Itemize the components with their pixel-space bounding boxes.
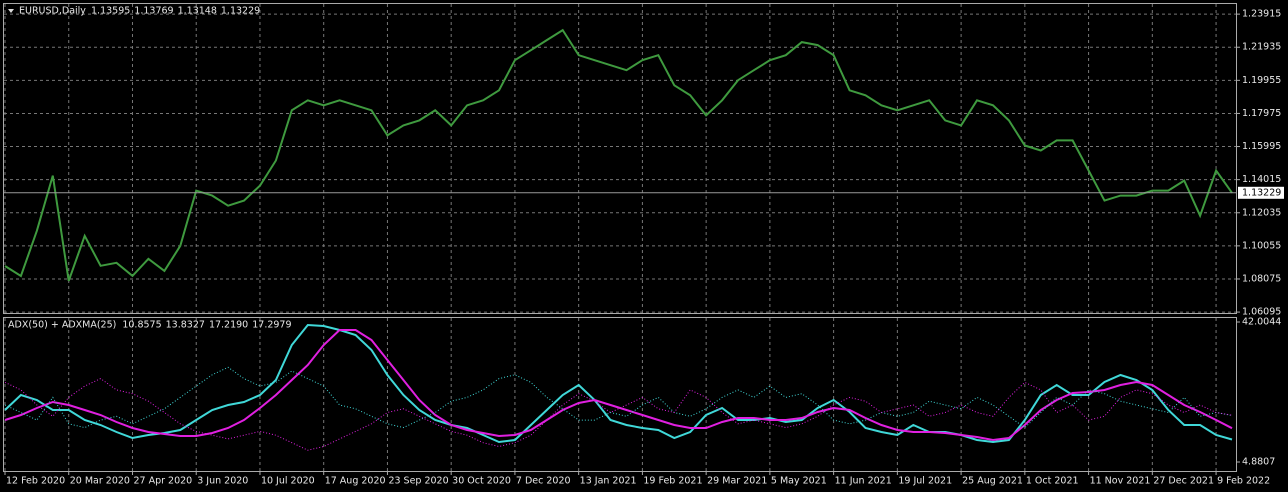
price-label: 1.13229 [1242, 187, 1281, 198]
x-tick-label: 1 Oct 2021 [1026, 476, 1079, 487]
x-tick-label: 5 May 2021 [771, 476, 827, 487]
x-tick-label: 27 Dec 2021 [1153, 476, 1214, 487]
ohlc-value: 1.13148 [178, 6, 217, 17]
x-tick-label: 25 Aug 2021 [962, 476, 1023, 487]
x-tick-label: 19 Jul 2021 [898, 476, 952, 487]
x-tick-label: 11 Jun 2021 [835, 476, 892, 487]
x-tick-label: 27 Apr 2020 [133, 476, 192, 487]
data-line [4, 329, 1233, 442]
labels: EURUSD,Daily ADX(50) + ADXMA(25) 1.13595… [6, 6, 1281, 487]
data-line [4, 323, 1233, 444]
marks [4, 28, 1284, 451]
price-box [1238, 186, 1284, 199]
y-tick-label: 1.12035 [1242, 207, 1281, 218]
data-line [4, 28, 1233, 282]
y-tick-label: 1.15995 [1242, 141, 1281, 152]
grid [4, 4, 1240, 475]
x-tick-label: 12 Feb 2020 [6, 476, 65, 487]
x-tick-label: 30 Oct 2020 [452, 476, 511, 487]
indicator-reading: 13.8327 [166, 320, 205, 331]
x-tick-label: 10 Jul 2020 [261, 476, 315, 487]
ohlc-value: 1.13769 [134, 6, 173, 17]
x-tick-label: 17 Aug 2020 [325, 476, 386, 487]
y-tick-label: 1.14015 [1242, 174, 1281, 185]
y-tick-label: 1.08075 [1242, 273, 1281, 284]
indicator-panel [3, 317, 1237, 472]
symbol-title: EURUSD,Daily [19, 6, 86, 17]
x-tick-label: 7 Dec 2020 [516, 476, 571, 487]
indicator-reading: 17.2979 [252, 320, 291, 331]
ohlc-value: 1.13595 [91, 6, 130, 17]
y-tick-label: 1.23915 [1242, 9, 1281, 20]
indicator-line-dotted [4, 366, 1233, 429]
x-tick-label: 13 Jan 2021 [580, 476, 637, 487]
x-tick-label: 20 Mar 2020 [70, 476, 130, 487]
x-tick-label: 9 Feb 2022 [1217, 476, 1270, 487]
y-tick-label: 42.0044 [1242, 317, 1281, 328]
y-tick-label: 4.8807 [1242, 457, 1275, 468]
collapse-arrow[interactable] [8, 9, 14, 13]
y-tick-label: 1.10055 [1242, 240, 1281, 251]
x-tick-label: 19 Feb 2021 [643, 476, 702, 487]
x-tick-label: 11 Nov 2021 [1090, 476, 1151, 487]
y-tick-label: 1.19955 [1242, 75, 1281, 86]
indicator-reading: 10.8575 [122, 320, 161, 331]
x-tick-label: 3 Jun 2020 [197, 476, 248, 487]
main-panel [3, 3, 1237, 314]
y-tick-label: 1.21935 [1242, 42, 1281, 53]
x-tick-label: 23 Sep 2020 [388, 476, 448, 487]
y-tick-label: 1.06095 [1242, 307, 1281, 318]
ohlc-value: 1.13229 [221, 6, 260, 17]
y-tick-label: 1.17975 [1242, 108, 1281, 119]
x-tick-label: 29 Mar 2021 [707, 476, 767, 487]
indicator-title: ADX(50) + ADXMA(25) [8, 320, 116, 331]
indicator-reading: 17.2190 [209, 320, 248, 331]
